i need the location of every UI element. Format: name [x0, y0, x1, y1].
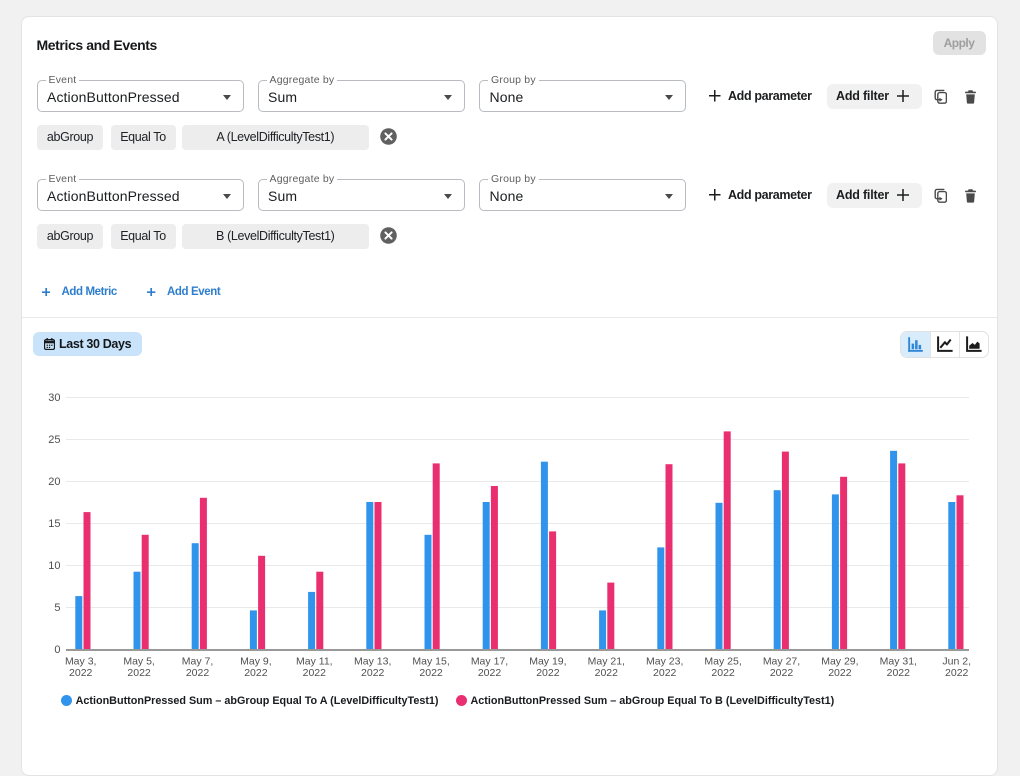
svg-text:May 5,: May 5, [123, 656, 155, 668]
svg-text:May 21,: May 21, [588, 656, 625, 668]
svg-text:2022: 2022 [653, 667, 677, 679]
svg-text:2022: 2022 [536, 667, 560, 679]
svg-text:May 19,: May 19, [529, 656, 566, 668]
svg-text:May 17,: May 17, [471, 656, 508, 668]
svg-text:May 25,: May 25, [704, 656, 741, 668]
svg-text:2022: 2022 [595, 667, 619, 679]
svg-text:2022: 2022 [419, 667, 443, 679]
svg-text:2022: 2022 [478, 667, 502, 679]
svg-text:May 11,: May 11, [296, 656, 333, 668]
svg-text:5: 5 [54, 602, 60, 614]
svg-text:May 27,: May 27, [763, 656, 800, 668]
svg-text:0: 0 [54, 644, 60, 656]
svg-text:2022: 2022 [711, 667, 735, 679]
svg-text:May 31,: May 31, [880, 656, 917, 668]
svg-text:2022: 2022 [770, 667, 794, 679]
svg-text:10: 10 [48, 560, 60, 572]
svg-text:May 9,: May 9, [240, 656, 272, 668]
svg-text:15: 15 [48, 518, 60, 530]
svg-text:2022: 2022 [244, 667, 268, 679]
svg-text:2022: 2022 [69, 667, 93, 679]
svg-text:Jun 2,: Jun 2, [942, 656, 971, 668]
svg-text:2022: 2022 [127, 667, 151, 679]
svg-text:2022: 2022 [887, 667, 911, 679]
svg-text:2022: 2022 [303, 667, 327, 679]
svg-text:2022: 2022 [828, 667, 852, 679]
svg-text:2022: 2022 [361, 667, 385, 679]
svg-text:May 29,: May 29, [821, 656, 858, 668]
svg-text:May 15,: May 15, [412, 656, 449, 668]
svg-text:May 7,: May 7, [182, 656, 214, 668]
svg-text:2022: 2022 [186, 667, 210, 679]
svg-text:30: 30 [48, 392, 60, 404]
svg-text:25: 25 [48, 434, 60, 446]
svg-text:May 23,: May 23, [646, 656, 683, 668]
svg-text:May 13,: May 13, [354, 656, 391, 668]
svg-text:May 3,: May 3, [65, 656, 97, 668]
svg-text:2022: 2022 [945, 667, 969, 679]
svg-text:20: 20 [48, 476, 60, 488]
